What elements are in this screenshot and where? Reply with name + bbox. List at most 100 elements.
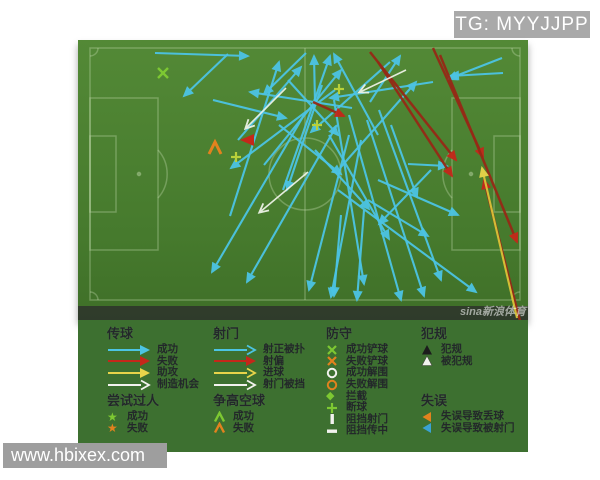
bar-v-white bbox=[326, 413, 342, 425]
legend-item-label: 阻挡射门 bbox=[346, 412, 388, 425]
legend-item: 成功 bbox=[213, 410, 265, 423]
legend-item-label: 助攻 bbox=[157, 366, 178, 379]
event-arrow-pass-success bbox=[228, 60, 282, 217]
legend-section-title: 防守 bbox=[326, 326, 353, 341]
legend-item: 制造机会 bbox=[107, 379, 199, 391]
legend-item: 犯规 bbox=[421, 344, 473, 356]
legend-item-label: 失误导致丢球 bbox=[441, 410, 504, 423]
event-arrow-pass-success bbox=[287, 79, 340, 137]
legend-item-label: 失误导致被射门 bbox=[441, 421, 515, 434]
legend-item-label: 犯规 bbox=[441, 343, 462, 356]
event-arrow-pass-success bbox=[314, 149, 371, 211]
legend-item: 失败 bbox=[213, 421, 265, 435]
arrow-yellow-open bbox=[213, 367, 259, 379]
legend-item-label: 断球 bbox=[346, 401, 367, 414]
event-arrow-pass-success bbox=[352, 209, 366, 302]
star-green: ★ bbox=[107, 409, 118, 424]
legend-item-label: 成功 bbox=[127, 410, 148, 423]
legend-section-title: 失误 bbox=[421, 393, 448, 408]
event-arrow-pass-fail bbox=[438, 54, 519, 244]
legend-item-label: 失败 bbox=[233, 421, 254, 434]
event-arrow-pass-success bbox=[246, 124, 338, 284]
event-marker-tackle-success bbox=[157, 67, 169, 79]
legend-item-label: 失败解围 bbox=[346, 378, 388, 391]
legend-item: 断球 bbox=[326, 402, 388, 414]
site-watermark-text: www.hbixex.com bbox=[11, 445, 146, 465]
event-arrow-pass-success bbox=[407, 160, 449, 171]
event-arrow-pass-success bbox=[377, 179, 460, 216]
legend-item-label: 成功铲球 bbox=[346, 343, 388, 356]
legend-section-dribble: 尝试过人 ★ 成功 ★ 失败 bbox=[107, 393, 159, 434]
legend-item: 失败铲球 bbox=[326, 355, 388, 368]
x-green bbox=[326, 344, 342, 356]
event-arrow-pass-success bbox=[347, 114, 404, 302]
tri-black bbox=[421, 344, 437, 356]
tg-watermark-text: TG: MYYJJPP bbox=[455, 13, 589, 35]
event-marker-error-lost-ball bbox=[240, 134, 254, 146]
legend-item-label: 阻挡传中 bbox=[346, 424, 388, 437]
event-arrow-pass-success bbox=[446, 57, 503, 81]
event-arrow-pass-success bbox=[210, 114, 305, 274]
legend-section-title: 射门 bbox=[213, 326, 240, 341]
legend-item-label: 射门被挡 bbox=[263, 378, 305, 391]
legend-section-title: 犯规 bbox=[421, 326, 448, 341]
event-arrow-chance bbox=[246, 87, 287, 128]
legend-section-error: 失误失误导致丢球 失误导致被射门 bbox=[421, 393, 515, 434]
legend-item-label: 射偏 bbox=[263, 354, 284, 367]
chevron-orange bbox=[213, 422, 229, 434]
legend-item: 阻挡传中 bbox=[326, 425, 388, 437]
circle-orange bbox=[326, 379, 342, 391]
legend-section-foul: 犯规 犯规 被犯规 bbox=[421, 326, 473, 367]
legend-item-label: 被犯规 bbox=[441, 354, 473, 367]
chevron-green bbox=[213, 410, 229, 423]
legend-item-label: 制造机会 bbox=[157, 378, 199, 391]
legend-item: ★ 失败 bbox=[107, 421, 159, 436]
tri-left-blue bbox=[421, 422, 437, 434]
arrow-white-open bbox=[213, 379, 259, 391]
legend-panel: 传球 成功 失败 助攻 制造机会 尝试过人 ★ 成功 ★ 失败 射门 射正被扑 射偏 进球 射门被挡 争高空球… bbox=[78, 320, 528, 452]
arrow-yellow-solid bbox=[107, 367, 153, 379]
bar-h-white bbox=[326, 425, 342, 437]
event-arrow-chance bbox=[260, 171, 309, 212]
cross-green bbox=[326, 402, 342, 414]
legend-item-label: 失败 bbox=[157, 354, 178, 367]
legend-section-title: 传球 bbox=[107, 326, 134, 341]
arrow-cyan-solid bbox=[107, 344, 153, 356]
star-orange: ★ bbox=[107, 421, 118, 436]
legend-section-title: 争高空球 bbox=[213, 393, 266, 408]
legend-section-title: 尝试过人 bbox=[107, 393, 160, 408]
tg-watermark-box: TG: MYYJJPP bbox=[454, 11, 590, 38]
legend-item: 成功解围 bbox=[326, 367, 388, 379]
event-arrow-pass-success bbox=[339, 80, 418, 169]
legend-section-aerial: 争高空球成功 失败 bbox=[213, 393, 265, 434]
arrow-red-solid bbox=[213, 355, 259, 367]
tri-white bbox=[421, 355, 437, 367]
event-arrow-pass-success bbox=[337, 189, 478, 294]
legend-item: 失误导致丢球 bbox=[421, 411, 515, 423]
legend-item-label: 进球 bbox=[263, 366, 284, 379]
event-marker-interception bbox=[312, 120, 322, 130]
arrow-red-solid bbox=[107, 355, 153, 367]
sina-watermark: sina新浪体育 bbox=[459, 306, 526, 318]
event-marker-interception bbox=[231, 152, 241, 162]
legend-item: 阻挡射门 bbox=[326, 412, 388, 426]
x-orange bbox=[326, 355, 342, 367]
legend-item: ◆ 拦截 bbox=[326, 390, 388, 402]
legend-item: 射门被挡 bbox=[213, 379, 305, 391]
legend-item-label: 成功 bbox=[233, 410, 254, 423]
event-arrow-pass-success bbox=[306, 134, 351, 292]
legend-item: 进球 bbox=[213, 367, 305, 379]
legend-item: 被犯规 bbox=[421, 354, 473, 368]
legend-item: 射偏 bbox=[213, 354, 305, 368]
event-arrow-chance bbox=[360, 69, 407, 92]
event-arrow-pass-success bbox=[377, 169, 432, 226]
legend-item: 成功 bbox=[107, 344, 199, 356]
circle-white bbox=[326, 367, 342, 379]
diamond-green: ◆ bbox=[326, 390, 335, 403]
legend-item: 失败解围 bbox=[326, 379, 388, 391]
legend-item-label: 拦截 bbox=[346, 389, 367, 402]
event-marker-aerial-fail bbox=[207, 138, 223, 155]
event-arrow-pass-success bbox=[212, 98, 288, 121]
event-arrow-pass-success bbox=[329, 214, 343, 298]
event-arrow-pass-success bbox=[309, 54, 320, 103]
